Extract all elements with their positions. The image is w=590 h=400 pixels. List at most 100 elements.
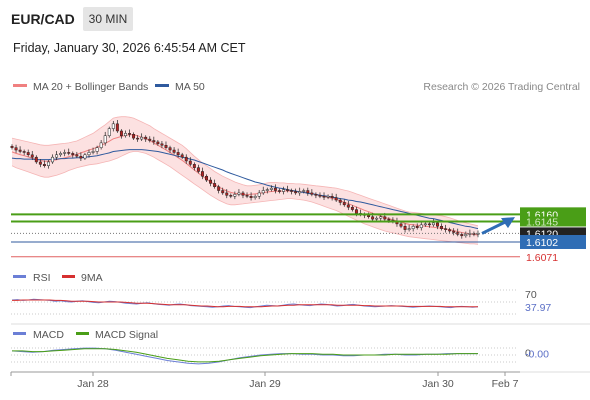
timeframe-badge[interactable]: 30 MIN (83, 7, 133, 31)
candle-up (261, 190, 265, 194)
candle-up (411, 226, 415, 229)
candle-down (176, 152, 180, 156)
candle-down (144, 136, 148, 140)
candle-down (172, 149, 176, 153)
candle-down (403, 226, 407, 230)
candle-up (107, 128, 111, 136)
candle-down (415, 226, 419, 228)
candle-down (26, 152, 30, 156)
candle-up (298, 191, 302, 194)
candle-up (233, 194, 237, 197)
candle-up (326, 195, 330, 198)
candle-down (200, 171, 204, 177)
candle-down (164, 145, 168, 148)
candle-down (330, 195, 334, 198)
candle-down (436, 222, 439, 227)
bollinger-upper-line (11, 116, 479, 227)
candle-down (38, 161, 42, 165)
candle-down (136, 137, 140, 140)
candle-up (51, 156, 54, 163)
ma50-line (11, 149, 479, 230)
macd-series-0 (11, 347, 478, 365)
candle-up (111, 123, 115, 129)
candle-down (346, 204, 350, 208)
candle-down (180, 154, 184, 158)
candle-down (156, 141, 160, 145)
candle-up (253, 195, 257, 198)
candle-down (152, 140, 156, 143)
candle-down (71, 153, 75, 156)
candle-down (440, 226, 443, 229)
candle-up (237, 192, 241, 195)
bollinger-legend-swatch (13, 84, 27, 87)
macd-signal-legend-label: MACD Signal (95, 329, 158, 341)
candle-down (160, 143, 164, 146)
macd-panel: 0-0.00 (11, 347, 590, 373)
candle-down (241, 192, 245, 196)
candle-up (464, 234, 468, 237)
candle-down (205, 175, 208, 181)
x-tick-label: Jan 30 (422, 378, 454, 390)
candle-down (217, 186, 221, 191)
candle-down (322, 195, 326, 198)
rsi-ma-legend-label: 9MA (81, 272, 103, 284)
candle-down (22, 151, 26, 153)
macd-series-1 (12, 348, 478, 363)
candle-up (63, 152, 67, 154)
candle-up (55, 154, 59, 158)
candle-down (460, 234, 464, 237)
candle-down (399, 223, 403, 227)
macd-current-value: -0.00 (525, 349, 549, 361)
candle-up (269, 187, 273, 190)
candle-down (294, 191, 298, 194)
candle-down (387, 218, 391, 221)
rsi-current-value: 37.97 (525, 302, 551, 314)
candle-down (14, 147, 18, 151)
candle-up (257, 192, 261, 197)
candle-down (354, 209, 358, 214)
candle-down (168, 147, 172, 151)
candle-down (318, 195, 322, 197)
candle-up (99, 142, 103, 148)
candle-up (87, 152, 91, 156)
chart-header: EUR/CAD 30 MIN Friday, January 30, 2026 … (0, 0, 590, 70)
candle-up (103, 135, 107, 144)
candle-down (196, 167, 200, 172)
candle-up (468, 233, 472, 235)
candle-down (371, 216, 375, 220)
candle-down (306, 190, 310, 194)
macd-legend-swatch (13, 332, 26, 335)
rsi-legend-swatch (13, 275, 26, 278)
candle-down (350, 206, 354, 210)
x-tick-label: Feb 7 (492, 378, 519, 390)
rsi-series-1 (12, 299, 478, 308)
timestamp: Friday, January 30, 2026 6:45:54 AM CET (13, 41, 246, 55)
candle-up (375, 217, 379, 220)
candle-down (383, 216, 387, 220)
candle-down (367, 215, 371, 217)
instrument-title: EUR/CAD (11, 11, 75, 27)
macd-legend: MACD MACD Signal (13, 329, 158, 341)
candle-down (132, 134, 136, 139)
support-label-box (520, 234, 586, 249)
candle-down (277, 190, 281, 192)
candle-down (115, 123, 119, 132)
forecast-arrow-shaft (481, 220, 506, 235)
candle-down (128, 133, 131, 135)
macd-legend-label: MACD (33, 329, 64, 341)
candle-down (75, 154, 79, 157)
candle-up (423, 223, 427, 226)
candle-up (83, 154, 87, 159)
rsi-tick: 70 (525, 289, 537, 301)
candle-up (419, 224, 423, 228)
candle-down (18, 149, 22, 152)
candle-up (59, 153, 63, 156)
candle-down (334, 197, 338, 201)
candle-up (302, 190, 306, 192)
price-legend: MA 20 + Bollinger Bands MA 50 Research ©… (13, 81, 580, 93)
candle-down (249, 195, 253, 198)
candle-down (221, 190, 225, 194)
